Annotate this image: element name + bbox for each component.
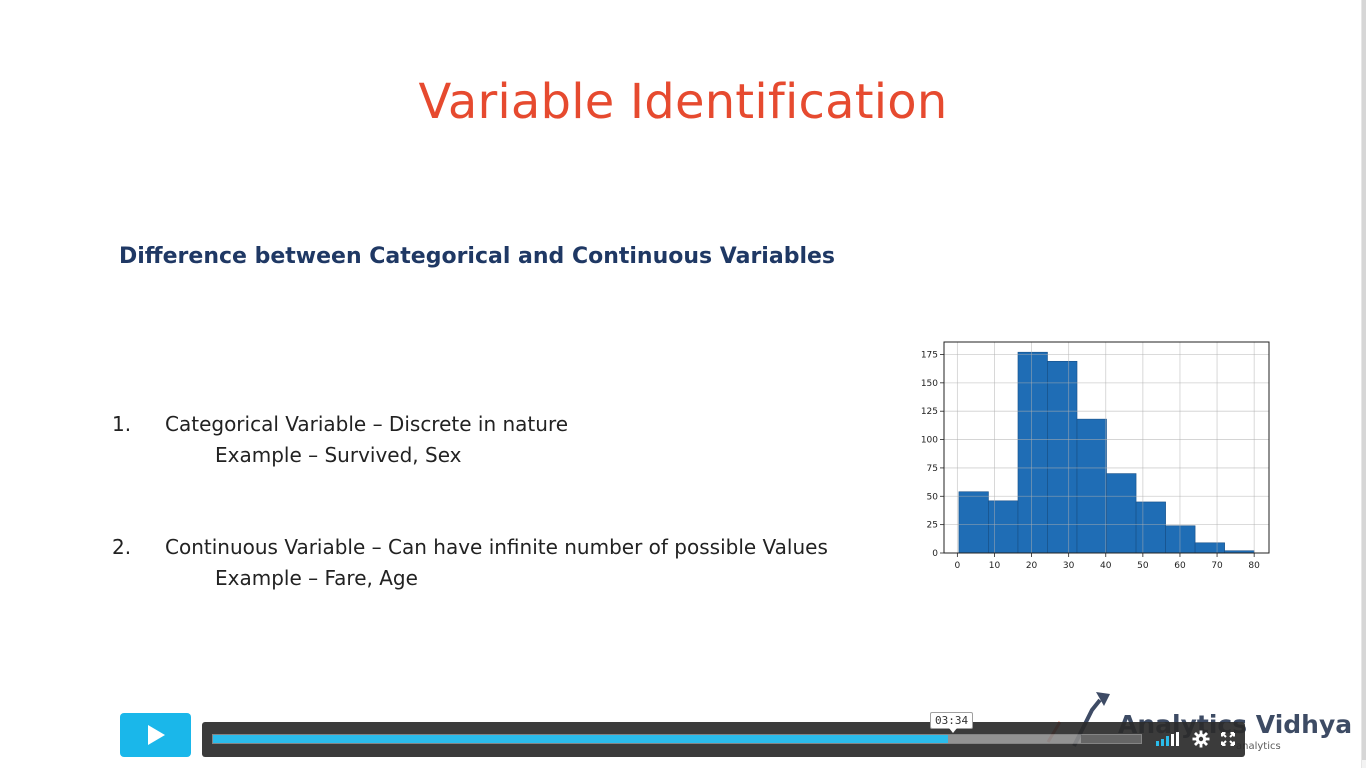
x-tick-label: 0 <box>954 561 960 571</box>
x-tick-label: 60 <box>1174 561 1186 571</box>
age-histogram: 0 10 20 30 40 50 60 70 80 0 25 50 75 100 125 150 175 <box>921 341 1270 571</box>
bullet-text: Continuous Variable – Can have infinite … <box>165 535 828 559</box>
volume-bars-icon[interactable] <box>1156 732 1182 746</box>
histogram-bar <box>1194 542 1225 554</box>
y-tick-label: 0 <box>932 549 938 559</box>
watermark-tagline: analytics <box>1236 741 1281 752</box>
current-time-tooltip: 03:34 <box>930 712 974 733</box>
y-tick-label: 150 <box>921 379 938 389</box>
plot-frame <box>943 341 1270 554</box>
slide-title: Variable Identification <box>418 74 948 130</box>
bullet-number: 2. <box>112 535 132 559</box>
y-tick-label: 175 <box>921 350 938 360</box>
bullet-example: Example – Survived, Sex <box>215 443 462 467</box>
video-player-controls: 03:34 <box>0 704 1366 768</box>
histogram-bar <box>1106 473 1137 554</box>
x-tick-label: 10 <box>989 561 1001 571</box>
play-icon <box>148 725 165 745</box>
x-tick-label: 30 <box>1063 561 1075 571</box>
histogram-bar <box>1047 360 1078 554</box>
gear-icon[interactable] <box>1192 730 1210 748</box>
x-tick-label: 80 <box>1248 561 1260 571</box>
histogram-bar <box>1076 418 1107 554</box>
scrollbar-thumb[interactable] <box>1362 0 1366 760</box>
play-button[interactable] <box>120 713 191 757</box>
slide-subtitle: Difference between Categorical and Conti… <box>119 244 835 269</box>
control-bar: 03:34 <box>202 712 1245 757</box>
x-tick-label: 50 <box>1137 561 1149 571</box>
fullscreen-icon[interactable] <box>1220 731 1236 747</box>
y-tick-label: 50 <box>927 492 939 502</box>
x-tick-label: 40 <box>1100 561 1112 571</box>
progress-bar[interactable] <box>212 734 1142 744</box>
histogram-bar <box>958 491 989 554</box>
y-tick-label: 25 <box>927 521 938 531</box>
y-tick-label: 100 <box>921 436 938 446</box>
bullet-number: 1. <box>112 412 132 436</box>
x-tick-label: 20 <box>1026 561 1038 571</box>
histogram-bar <box>988 500 1019 554</box>
bullet-example: Example – Fare, Age <box>215 566 418 590</box>
histogram-bar <box>1017 351 1048 554</box>
y-tick-label: 125 <box>921 407 938 417</box>
histogram-bar <box>1135 501 1166 554</box>
x-tick-label: 70 <box>1211 561 1223 571</box>
bullet-text: Categorical Variable – Discrete in natur… <box>165 412 569 436</box>
page-scrollbar[interactable] <box>1361 0 1366 768</box>
y-tick-label: 75 <box>927 464 938 474</box>
progress-played <box>213 735 948 743</box>
